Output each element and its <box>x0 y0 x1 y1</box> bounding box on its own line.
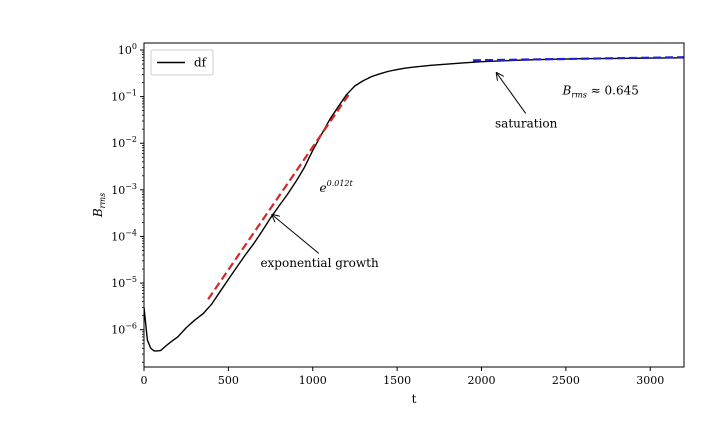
series-df <box>144 57 684 352</box>
series-saturation-fit <box>473 56 684 62</box>
y-tick-label: 10−5 <box>111 275 137 290</box>
y-tick-label: 10−2 <box>111 135 137 150</box>
annotations: e0.012t exponential growth saturation Brms … <box>260 73 639 270</box>
legend: df <box>150 49 214 76</box>
plot-frame <box>143 42 685 368</box>
x-tick-label: 0 <box>141 374 148 387</box>
y-tick-label: 10−6 <box>111 322 137 337</box>
series-exponential-fit <box>207 92 351 300</box>
x-tick-label: 2000 <box>468 374 496 387</box>
arrow-saturation <box>497 73 527 114</box>
arrow-exp-growth <box>272 215 320 254</box>
x-tick-label: 2500 <box>552 374 580 387</box>
annotation-saturation: saturation <box>495 116 558 130</box>
x-tick-label: 3000 <box>636 374 664 387</box>
y-tick-label: 10−3 <box>111 182 137 197</box>
x-tick-label: 1500 <box>383 374 411 387</box>
y-tick-label: 10−4 <box>111 228 137 243</box>
x-tick-label: 500 <box>218 374 239 387</box>
annotation-exp-growth: exponential growth <box>260 256 379 270</box>
annotation-exp-formula: e0.012t <box>320 179 354 195</box>
x-axis: 0 500 1000 1500 2000 2500 3000 <box>141 367 664 387</box>
x-tick-label: 1000 <box>299 374 327 387</box>
y-tick-label: 100 <box>118 42 137 57</box>
legend-label-df: df <box>194 56 208 70</box>
annotation-brms-value: Brms ≈ 0.645 <box>562 84 639 100</box>
y-tick-label: 10−1 <box>111 89 137 104</box>
x-axis-label: t <box>412 392 417 406</box>
y-axis: 10−6 10−5 10−4 10−3 10−2 10−1 100 <box>111 42 144 363</box>
y-axis-label: Brms <box>91 193 107 218</box>
